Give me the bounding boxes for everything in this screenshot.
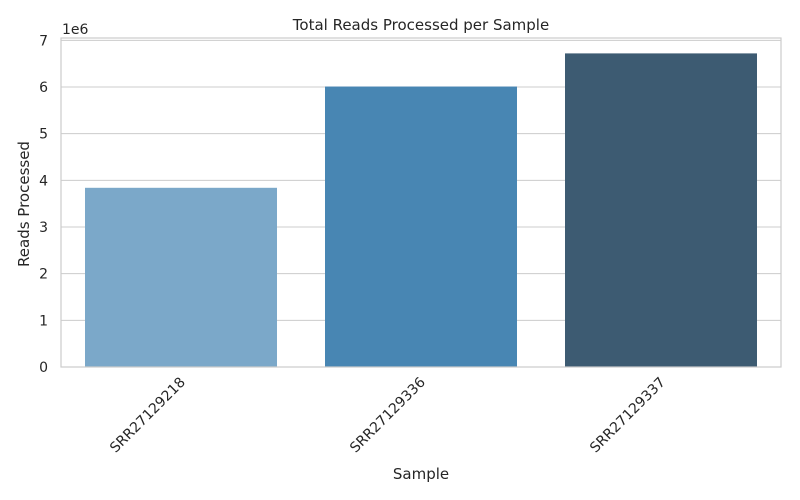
y-tick-label: 2 <box>39 267 48 283</box>
y-tick-label: 1 <box>39 313 48 329</box>
bars <box>85 53 757 368</box>
bar-SRR27129337 <box>565 53 757 368</box>
x-axis-label: Sample <box>393 465 449 483</box>
y-tick-label: 4 <box>39 173 48 189</box>
bar-SRR27129218 <box>85 187 277 367</box>
y-tick-label: 3 <box>39 220 48 236</box>
y-tick-label: 0 <box>39 360 48 376</box>
y-tick-label: 5 <box>39 127 48 143</box>
plot-frame <box>60 37 782 368</box>
chart-title: Total Reads Processed per Sample <box>292 16 549 34</box>
bar-SRR27129336 <box>325 86 517 368</box>
y-tick-label: 7 <box>39 33 48 49</box>
y-tick-labels: 0 1 2 3 4 5 6 7 <box>39 33 48 376</box>
y-offset-label: 1e6 <box>62 22 89 38</box>
y-tick-label: 6 <box>39 80 48 96</box>
y-axis-label: Reads Processed <box>15 141 33 267</box>
